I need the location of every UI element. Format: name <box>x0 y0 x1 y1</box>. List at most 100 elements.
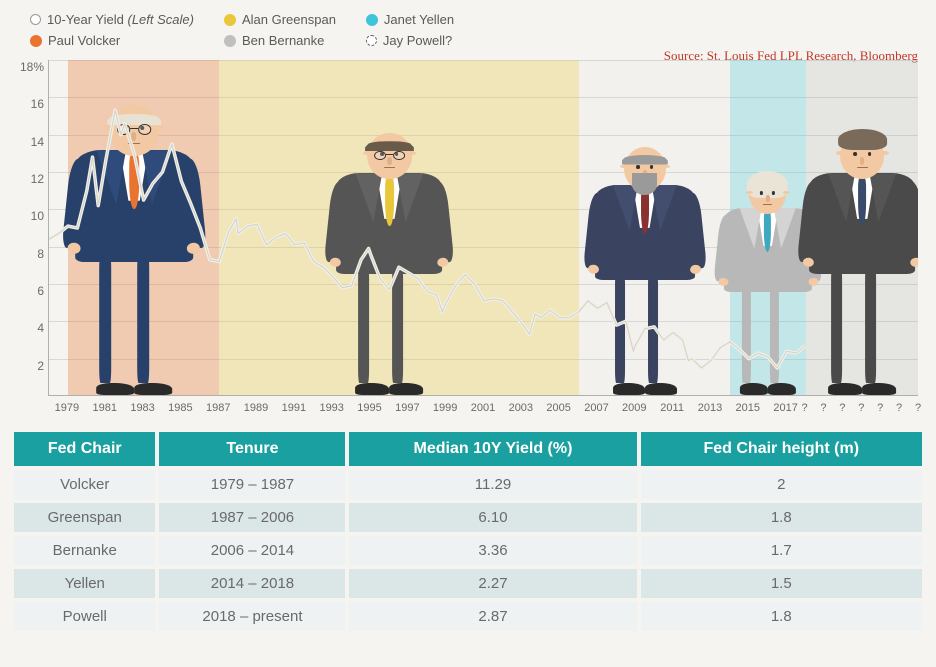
col-header: Fed Chair <box>14 432 155 466</box>
chart-area: 18% 16 14 12 10 8 6 4 2 1979 1981 1983 1985 1987 1989… <box>10 60 926 420</box>
table-cell: 1.8 <box>641 503 922 532</box>
table-cell: 2.87 <box>349 602 636 631</box>
x-tick: 1981 <box>92 402 116 414</box>
torso <box>809 173 915 274</box>
legend-item-greenspan: Alan Greenspan <box>224 12 336 27</box>
legend-item-bernanke: Ben Bernanke <box>224 33 336 48</box>
x-tick: 2009 <box>622 402 646 414</box>
x-tick-unknown: ? <box>915 402 921 414</box>
table-cell: 2.27 <box>349 569 636 598</box>
table-cell: 1.5 <box>641 569 922 598</box>
table-cell: 2014 – 2018 <box>159 569 345 598</box>
legend-item-powell: Jay Powell? <box>366 33 454 48</box>
infographic-root: 10-Year Yield (Left Scale) Paul Volcker Al… <box>0 0 936 667</box>
table-cell: Volcker <box>14 470 155 499</box>
figure-yellen <box>724 175 812 395</box>
table-cell: 6.10 <box>349 503 636 532</box>
head <box>109 105 158 157</box>
legend-item-yield: 10-Year Yield (Left Scale) <box>30 12 194 27</box>
y-tick: 10 <box>31 209 44 223</box>
legend-label: Alan Greenspan <box>242 12 336 27</box>
head <box>367 133 411 180</box>
torso <box>75 150 193 262</box>
x-tick: 2001 <box>471 402 495 414</box>
x-tick-unknown: ? <box>896 402 902 414</box>
y-tick: 8 <box>37 247 44 261</box>
figure-greenspan <box>337 133 443 395</box>
head <box>840 133 884 180</box>
x-tick-unknown: ? <box>801 402 807 414</box>
legend-swatch <box>366 14 378 26</box>
table-row: Volcker1979 – 198711.292 <box>14 470 922 499</box>
table-cell: Yellen <box>14 569 155 598</box>
legend-item-volcker: Paul Volcker <box>30 33 194 48</box>
figure-powell <box>809 133 915 395</box>
table-row: Greenspan1987 – 20066.101.8 <box>14 503 922 532</box>
x-tick: 2013 <box>698 402 722 414</box>
col-header: Median 10Y Yield (%) <box>349 432 636 466</box>
table-row: Yellen2014 – 20182.271.5 <box>14 569 922 598</box>
x-axis: 1979 1981 1983 1985 1987 1989 1991 1993 1995 1997… <box>48 400 918 420</box>
x-tick: 2003 <box>509 402 533 414</box>
table-cell: 1979 – 1987 <box>159 470 345 499</box>
torso <box>337 173 443 274</box>
table-cell: 1987 – 2006 <box>159 503 345 532</box>
y-tick: 16 <box>31 97 44 111</box>
y-tick: 18% <box>20 60 44 74</box>
legend-swatch <box>224 35 236 47</box>
legend-swatch <box>224 14 236 26</box>
x-tick: 1999 <box>433 402 457 414</box>
col-header: Tenure <box>159 432 345 466</box>
x-tick: 2005 <box>546 402 570 414</box>
figure-volcker <box>75 105 193 395</box>
table-cell: Powell <box>14 602 155 631</box>
table-cell: 2006 – 2014 <box>159 536 345 565</box>
figure-bernanke <box>595 147 695 395</box>
x-tick: 1991 <box>282 402 306 414</box>
legend-swatch <box>30 14 41 25</box>
x-tick-unknown: ? <box>839 402 845 414</box>
y-axis: 18% 16 14 12 10 8 6 4 2 <box>10 60 48 396</box>
legend-label: Paul Volcker <box>48 33 120 48</box>
x-tick: 1997 <box>395 402 419 414</box>
y-tick: 14 <box>31 135 44 149</box>
table-cell: 2018 – present <box>159 602 345 631</box>
legend-label: 10-Year Yield (Left Scale) <box>47 12 194 27</box>
x-tick: 2007 <box>584 402 608 414</box>
x-tick: 2011 <box>660 402 684 414</box>
legend-swatch <box>366 35 377 46</box>
table-cell: 2 <box>641 470 922 499</box>
y-tick: 4 <box>37 321 44 335</box>
head <box>624 147 666 191</box>
head <box>749 175 786 214</box>
x-tick: 1993 <box>319 402 343 414</box>
x-tick: 2017 <box>773 402 797 414</box>
legend-swatch <box>30 35 42 47</box>
x-tick-unknown: ? <box>877 402 883 414</box>
x-tick: 1995 <box>357 402 381 414</box>
y-tick: 2 <box>37 359 44 373</box>
legend-label: Janet Yellen <box>384 12 454 27</box>
table-row: Powell2018 – present2.871.8 <box>14 602 922 631</box>
x-tick: 1979 <box>55 402 79 414</box>
x-tick: 1989 <box>244 402 268 414</box>
y-tick: 12 <box>31 172 44 186</box>
legend-label: Ben Bernanke <box>242 33 324 48</box>
x-tick: 1983 <box>130 402 154 414</box>
torso <box>595 185 695 280</box>
x-tick: 1985 <box>168 402 192 414</box>
col-header: Fed Chair height (m) <box>641 432 922 466</box>
legend-label: Jay Powell? <box>383 33 452 48</box>
table-cell: 3.36 <box>349 536 636 565</box>
table-row: Bernanke2006 – 20143.361.7 <box>14 536 922 565</box>
table-cell: 1.8 <box>641 602 922 631</box>
fed-chair-table: Fed ChairTenureMedian 10Y Yield (%)Fed C… <box>10 428 926 635</box>
table-cell: Bernanke <box>14 536 155 565</box>
x-tick: 1987 <box>206 402 230 414</box>
y-tick: 6 <box>37 284 44 298</box>
legend-item-yellen: Janet Yellen <box>366 12 454 27</box>
table-cell: 1.7 <box>641 536 922 565</box>
x-tick-unknown: ? <box>820 402 826 414</box>
table-cell: Greenspan <box>14 503 155 532</box>
x-tick-unknown: ? <box>858 402 864 414</box>
